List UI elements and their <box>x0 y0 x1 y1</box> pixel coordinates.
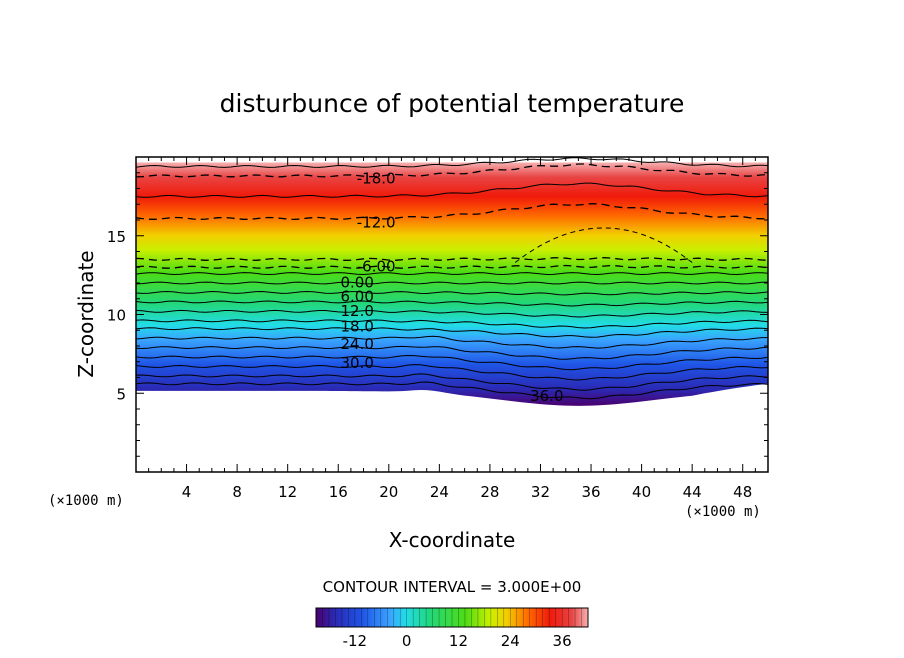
colorbar-tick-labels: -12 0 12 24 36 <box>343 632 572 650</box>
x-tick-label: 32 <box>531 483 550 501</box>
colorbar-tick-label: 0 <box>402 632 412 650</box>
contour-line <box>136 354 768 371</box>
x-tick-label: 36 <box>581 483 600 501</box>
x-tick-label: 40 <box>632 483 651 501</box>
colorbar-tick-label: 12 <box>449 632 468 650</box>
contour-label: 6.00 <box>340 288 373 306</box>
contour-line <box>136 272 768 276</box>
colorbar-ticks <box>315 608 589 627</box>
contour-line <box>136 203 768 221</box>
contour-line <box>136 163 768 178</box>
x-tick-label: 20 <box>379 483 398 501</box>
y-tick-label: 15 <box>107 228 126 246</box>
contour-label: -18.0 <box>357 169 396 187</box>
x-tick-label: 8 <box>232 483 242 501</box>
contour-label: -6.00 <box>357 258 396 276</box>
x-tick-label: 16 <box>329 483 348 501</box>
x-tick-label: 44 <box>683 483 702 501</box>
contour-line <box>136 335 768 349</box>
axis-ticks <box>136 157 768 472</box>
x-axis-label: X-coordinate <box>389 528 516 552</box>
contour-line <box>136 319 768 329</box>
y-tick-label: 10 <box>107 307 126 325</box>
contour-line <box>136 364 768 381</box>
contour-line <box>136 309 768 318</box>
contour-line <box>136 345 768 360</box>
contour-interval-label: CONTOUR INTERVAL = 3.000E+00 <box>323 578 582 596</box>
x-tick-label: 28 <box>480 483 499 501</box>
contour-lines <box>136 157 768 400</box>
contour-line <box>136 257 768 261</box>
contour-line <box>136 373 768 391</box>
x-tick-label: 12 <box>278 483 297 501</box>
x-unit-left: (×1000 m) <box>48 493 124 509</box>
x-unit-right: (×1000 m) <box>685 504 761 520</box>
contour-label: -12.0 <box>357 214 396 232</box>
chart-title: disturbunce of potential temperature <box>220 89 685 118</box>
y-tick-label: 5 <box>116 385 126 403</box>
x-tick-label: 48 <box>733 483 752 501</box>
contour-label: 12.0 <box>340 302 373 320</box>
contour-label: 0.00 <box>340 273 373 291</box>
plot-area <box>136 157 768 406</box>
x-tick-label: 24 <box>430 483 449 501</box>
temperature-field <box>136 162 768 406</box>
colorbar-tick-label: 24 <box>501 632 520 650</box>
contour-line <box>136 264 768 269</box>
colorbar-tick-label: -12 <box>343 632 368 650</box>
contour-line <box>136 157 768 168</box>
contour-line <box>136 182 768 198</box>
y-tick-labels: 5 10 15 <box>107 228 126 404</box>
contour-label: 18.0 <box>340 318 373 336</box>
contour-label: 30.0 <box>340 354 373 372</box>
contour-line <box>136 327 768 338</box>
x-tick-labels: 4 8 12 16 20 24 28 32 36 40 44 48 <box>182 483 752 501</box>
contour-line <box>136 281 768 285</box>
contour-line <box>136 381 768 400</box>
x-tick-label: 4 <box>182 483 192 501</box>
colorbar-tick-label: 36 <box>553 632 572 650</box>
contour-line <box>136 290 768 296</box>
contour-line <box>136 300 768 307</box>
contour-label: 36.0 <box>530 387 563 405</box>
y-axis-label: Z-coordinate <box>74 250 98 377</box>
contour-label: 24.0 <box>340 335 373 353</box>
